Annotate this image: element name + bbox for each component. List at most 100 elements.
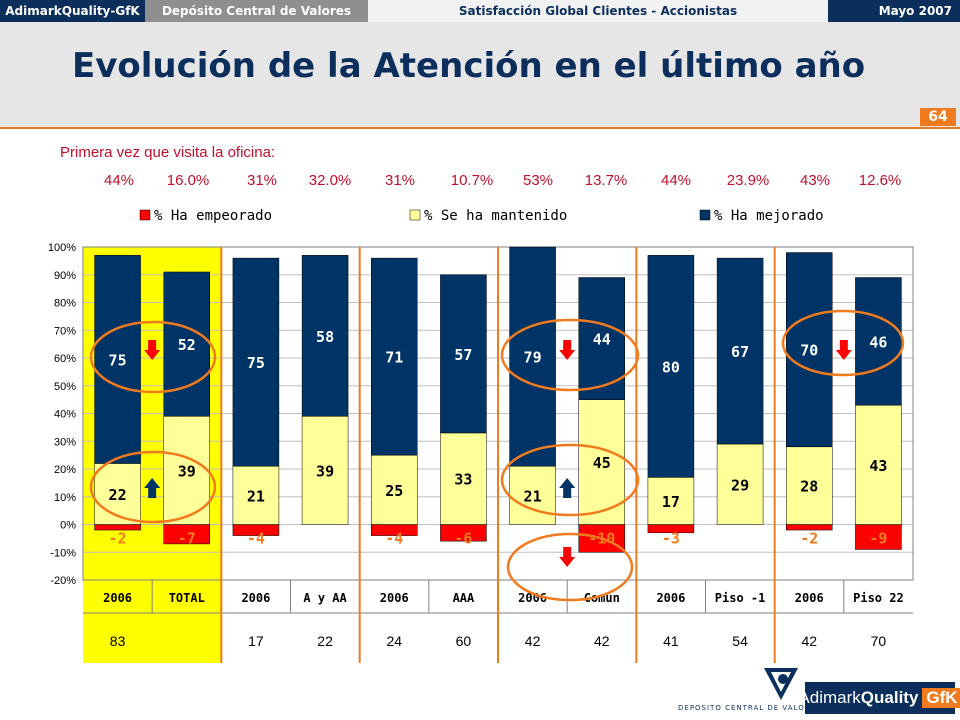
- first-visit-value: 44%: [103, 172, 135, 189]
- base-count-label: 60: [456, 633, 472, 649]
- page-number: 64: [920, 108, 956, 126]
- worsened-label: -6: [454, 530, 472, 548]
- arrow-down-icon: [559, 547, 576, 567]
- improved-label: 80: [662, 358, 680, 376]
- first-visit-value: 13.7%: [584, 172, 628, 189]
- y-tick-label: 50%: [54, 381, 76, 393]
- arrow-up-icon: [559, 478, 576, 498]
- improved-label: 79: [524, 349, 542, 367]
- category-label: TOTAL: [169, 591, 205, 605]
- arrow-down-icon: [144, 340, 161, 360]
- y-tick-label: 80%: [54, 298, 76, 310]
- legend-label: % Ha mejorado: [714, 208, 824, 224]
- worsened-label: -2: [800, 530, 818, 548]
- dcv-logo-icon: [764, 668, 798, 700]
- improved-label: 52: [178, 336, 196, 354]
- first-visit-value: 23.9%: [726, 172, 770, 189]
- date-tab: Mayo 2007: [828, 0, 960, 22]
- bar-improved: [647, 255, 695, 478]
- maintained-label: 21: [247, 487, 265, 505]
- maintained-label: 25: [385, 482, 403, 500]
- base-count-label: 41: [663, 633, 679, 649]
- y-tick-label: 100%: [48, 242, 76, 254]
- highlight-ellipse: [89, 320, 217, 394]
- header-divider: [0, 127, 960, 129]
- first-visit-value: 31%: [384, 172, 416, 189]
- improved-label: 67: [731, 343, 749, 361]
- chart: -20% -10% 0% 10% 20% 30% 40% 50% 60% 70% 80% 90% 100…: [48, 208, 914, 663]
- category-label: Piso 22: [853, 591, 904, 605]
- page-title: Evolución de la Atención en el último añ…: [72, 46, 866, 86]
- legend-swatch: [139, 209, 151, 221]
- base-count-label: 22: [317, 633, 333, 649]
- bar-improved: [163, 271, 210, 417]
- improved-label: 44: [593, 331, 611, 349]
- bar-improved: [371, 257, 418, 456]
- improved-label: 75: [109, 351, 127, 369]
- base-count-label: 17: [248, 633, 264, 649]
- maintained-label: 39: [316, 462, 334, 480]
- highlight-ellipse: [781, 309, 905, 377]
- bar-maintained: [440, 432, 487, 525]
- first-visit-value: 16.0%: [166, 172, 210, 189]
- base-count-label: 42: [594, 633, 610, 649]
- first-visit-value: 12.6%: [858, 172, 902, 189]
- first-visit-value: 10.7%: [450, 172, 494, 189]
- category-label: 2006: [380, 591, 409, 605]
- first-visit-value: 53%: [522, 172, 554, 189]
- client-tab: Depósito Central de Valores: [145, 0, 368, 22]
- gfk-logo-brand: Adimark: [798, 688, 861, 707]
- improved-label: 71: [385, 349, 403, 367]
- category-label: A y AA: [303, 591, 347, 605]
- bar-maintained: [371, 454, 418, 525]
- category-label: 2006: [518, 591, 547, 605]
- bar-maintained: [94, 463, 141, 525]
- bar-maintained: [716, 443, 764, 525]
- bar-maintained: [578, 399, 625, 525]
- improved-label: 57: [454, 346, 472, 364]
- worsened-label: -4: [247, 530, 265, 548]
- worsened-label: -7: [178, 530, 196, 548]
- highlight-ellipse: [500, 318, 640, 392]
- maintained-label: 17: [662, 493, 680, 511]
- maintained-label: 29: [731, 476, 749, 494]
- y-tick-label: 10%: [54, 492, 76, 504]
- category-label: Común: [584, 591, 620, 605]
- base-count-label: 24: [386, 633, 402, 649]
- y-tick-label: -20%: [50, 575, 76, 587]
- category-label: 2006: [795, 591, 824, 605]
- first-visit-value: 31%: [246, 172, 278, 189]
- improved-label: 58: [316, 328, 334, 346]
- gfk-logo-quality: Quality: [860, 688, 919, 707]
- base-count-label: 54: [732, 633, 748, 649]
- worsened-label: -4: [385, 530, 403, 548]
- legend-label: % Ha empeorado: [154, 208, 272, 224]
- gfk-logo-gfk: GfK: [922, 688, 960, 708]
- category-label: Piso -1: [715, 591, 766, 605]
- highlight-ellipse: [506, 532, 634, 602]
- y-tick-label: 70%: [54, 325, 76, 337]
- first-visit-value: 43%: [799, 172, 831, 189]
- bar-maintained: [647, 477, 695, 525]
- category-label: 2006: [656, 591, 685, 605]
- y-tick-label: 0%: [60, 520, 76, 532]
- category-label: 2006: [103, 591, 132, 605]
- highlight-ellipse: [89, 450, 217, 524]
- legend-swatch: [409, 209, 421, 221]
- maintained-label: 33: [454, 471, 472, 489]
- y-tick-label: 30%: [54, 436, 76, 448]
- base-count-label: 42: [801, 633, 817, 649]
- bar-improved: [232, 257, 280, 467]
- y-tick-label: 20%: [54, 464, 76, 476]
- maintained-label: 39: [178, 462, 196, 480]
- category-label: AAA: [453, 591, 475, 605]
- worsened-label: -9: [869, 530, 887, 548]
- legend-swatch: [699, 209, 711, 221]
- maintained-label: 21: [524, 487, 542, 505]
- worsened-label: -2: [109, 530, 127, 548]
- first-visit-value: 44%: [660, 172, 692, 189]
- bar-improved: [786, 252, 833, 448]
- bar-improved: [509, 246, 556, 467]
- base-count-label: 83: [110, 633, 126, 649]
- bar-improved: [855, 277, 902, 406]
